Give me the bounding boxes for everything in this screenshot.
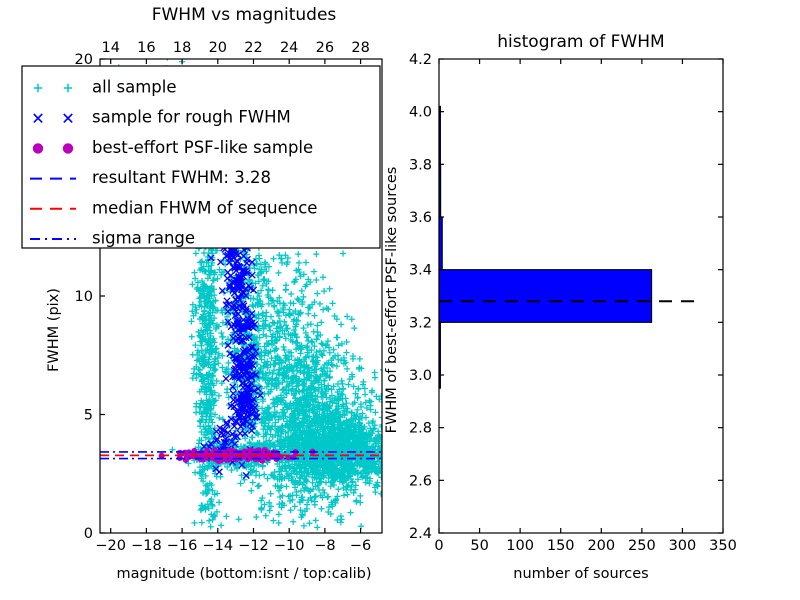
right-xtick-label: 0 bbox=[434, 538, 443, 554]
right-histogram-panel: 0 50 100 150 200 250 300 350 2.4 2.6 2.8 3.0 3.2 3.4 3… bbox=[384, 32, 737, 582]
left-xtick-top-label: 14 bbox=[101, 40, 119, 56]
left-xtick-top-label: 18 bbox=[173, 40, 191, 56]
right-ytick-label: 3.0 bbox=[409, 368, 432, 384]
right-ytick-label: 3.6 bbox=[409, 210, 432, 226]
legend-item-label: median FHWM of sequence bbox=[92, 198, 317, 217]
right-xtick-label: 150 bbox=[547, 538, 575, 554]
legend-item[interactable]: sigma range bbox=[30, 229, 195, 248]
left-xtick-label: −14 bbox=[202, 538, 233, 554]
legend-item-label: resultant FWHM: 3.28 bbox=[92, 168, 271, 187]
right-xtick-label: 300 bbox=[669, 538, 697, 554]
right-yaxis-label: FWHM of best-effort PSF-like sources bbox=[384, 167, 400, 434]
left-xtick-top-label: 20 bbox=[209, 40, 227, 56]
right-xtick-label: 100 bbox=[506, 538, 534, 554]
histogram-bar bbox=[438, 269, 653, 323]
right-ytick-label: 4.2 bbox=[409, 52, 432, 68]
right-ytick-label: 2.4 bbox=[409, 526, 432, 542]
left-panel-title: FWHM vs magnitudes bbox=[152, 5, 337, 25]
right-xaxis-label: number of sources bbox=[513, 566, 649, 582]
left-scatter-points bbox=[100, 59, 382, 531]
legend: all sample sample for rough FWHM best-effo… bbox=[21, 65, 381, 249]
legend-item-label: sigma range bbox=[92, 229, 195, 248]
legend-item-label: best-effort PSF-like sample bbox=[92, 138, 313, 157]
left-ytick-label: 0 bbox=[84, 526, 93, 542]
series-all-sample bbox=[100, 59, 382, 531]
left-ytick-label: 10 bbox=[75, 289, 93, 305]
left-xtick-label: −8 bbox=[314, 538, 335, 554]
left-xtick-label: −6 bbox=[350, 538, 371, 554]
right-xtick-label: 200 bbox=[587, 538, 615, 554]
right-ytick-label: 4.0 bbox=[409, 105, 432, 121]
legend-item[interactable]: sample for rough FWHM bbox=[33, 108, 291, 127]
left-ytick-label: 20 bbox=[75, 52, 93, 68]
left-xtick-top-label: 16 bbox=[137, 40, 155, 56]
legend-item[interactable]: best-effort PSF-like sample bbox=[32, 138, 313, 157]
right-ytick-label: 2.8 bbox=[409, 421, 432, 437]
left-ytick-label: 5 bbox=[84, 408, 93, 424]
left-xtick-top-label: 26 bbox=[316, 40, 334, 56]
legend-item-label: sample for rough FWHM bbox=[92, 108, 291, 127]
left-xtick-label: −16 bbox=[167, 538, 198, 554]
right-ytick-label: 2.6 bbox=[409, 473, 432, 489]
right-xtick-label: 50 bbox=[470, 538, 488, 554]
left-xtick-label: −10 bbox=[274, 538, 305, 554]
left-xtick-top-label: 22 bbox=[244, 40, 262, 56]
left-yaxis-label: FWHM (pix) bbox=[46, 288, 62, 372]
left-xtick-label: −18 bbox=[131, 538, 162, 554]
right-panel-title: histogram of FWHM bbox=[497, 32, 664, 52]
left-xtick-label: −12 bbox=[238, 538, 269, 554]
right-xtick-label: 350 bbox=[709, 538, 737, 554]
legend-item[interactable]: resultant FWHM: 3.28 bbox=[30, 168, 271, 187]
legend-item[interactable]: median FHWM of sequence bbox=[30, 198, 317, 217]
histogram-bars bbox=[438, 105, 653, 389]
right-xtick-label: 250 bbox=[628, 538, 656, 554]
right-ytick-label: 3.4 bbox=[409, 263, 432, 279]
right-plot-frame bbox=[438, 58, 724, 534]
left-xtick-label: −20 bbox=[95, 538, 126, 554]
right-ytick-label: 3.8 bbox=[409, 157, 432, 173]
left-xtick-top-label: 28 bbox=[351, 40, 369, 56]
left-xtick-top-label: 24 bbox=[280, 40, 298, 56]
legend-box bbox=[21, 65, 381, 249]
right-ytick-label: 3.2 bbox=[409, 315, 432, 331]
legend-item-label: all sample bbox=[92, 78, 177, 97]
legend-item[interactable]: all sample bbox=[33, 78, 177, 97]
left-xaxis-label: magnitude (bottom:isnt / top:calib) bbox=[116, 566, 371, 582]
